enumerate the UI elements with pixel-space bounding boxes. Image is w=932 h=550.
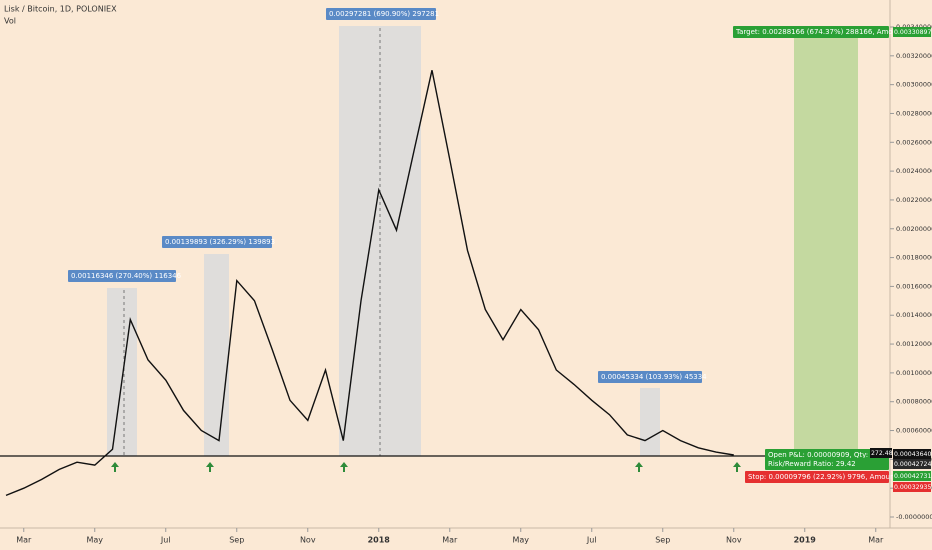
- price-line: [5, 70, 734, 497]
- y-tick-label: 0.00100000: [896, 369, 932, 377]
- annotation-box: [745, 471, 889, 483]
- x-tick-label: May: [86, 536, 103, 545]
- x-tick-label: Mar: [868, 536, 884, 545]
- price-tag: [893, 471, 931, 481]
- x-tick-label: Nov: [300, 536, 316, 545]
- range-box: [204, 254, 229, 456]
- y-tick-label: 0.00080000: [896, 398, 932, 406]
- price-tag-label: 0.00043640: [894, 451, 931, 458]
- annotation-box: [162, 236, 272, 248]
- price-tag-label: 0.00042731: [894, 473, 931, 480]
- x-tick-label: Mar: [16, 536, 32, 545]
- price-tag: [870, 448, 892, 458]
- x-tick-label: Sep: [655, 536, 670, 545]
- x-tick-label: 2018: [368, 536, 391, 545]
- x-tick-label: May: [512, 536, 529, 545]
- arrow: [340, 462, 348, 472]
- target-zone: [794, 38, 858, 456]
- x-tick-label: Nov: [726, 536, 742, 545]
- y-tick-label: 0.00320000: [896, 52, 932, 60]
- x-tick-label: Jul: [160, 536, 171, 545]
- annotation: 0.00045334 (103.93%) 45334: [601, 373, 707, 381]
- price-tag: [893, 482, 931, 492]
- price-tag: [893, 27, 931, 37]
- x-tick-label: Mar: [442, 536, 458, 545]
- x-tick-label: 2019: [794, 536, 817, 545]
- price-tag-label: 0.00032935: [894, 484, 931, 491]
- y-tick-label: 0.00160000: [896, 282, 932, 290]
- arrow: [635, 462, 643, 472]
- annotation: 0.00139893 (326.29%) 139893: [165, 238, 275, 246]
- chart-title: Lisk / Bitcoin, 1D, POLONIEX: [4, 5, 117, 14]
- price-tag-label: 0.00330897: [894, 29, 931, 36]
- annotation: Stop: 0.00009796 (22.92%) 9796, Amount:: [748, 473, 900, 481]
- arrows: [111, 462, 741, 472]
- arrow: [111, 462, 119, 472]
- annotation: 0.00297281 (690.90%) 297281: [329, 10, 439, 18]
- y-tick-label: 0.00060000: [896, 427, 932, 435]
- annotation-box: [326, 8, 436, 20]
- annotation-box: [598, 371, 702, 383]
- price-tag-label: 0.00042724: [894, 461, 931, 468]
- price-tag: [893, 459, 931, 469]
- volume-label: Vol: [4, 17, 16, 26]
- arrow: [206, 462, 214, 472]
- x-tick-label: Sep: [229, 536, 244, 545]
- y-tick-label: 0.00280000: [896, 109, 932, 117]
- y-tick-label: 0.00120000: [896, 340, 932, 348]
- range-box: [640, 388, 660, 456]
- annotation-box: [765, 458, 889, 470]
- annotation-box: [733, 26, 889, 38]
- annotation: Open P&L: 0.00000909, Qty: 25: [768, 451, 879, 459]
- annotation: Target: 0.00288166 (674.37%) 288166, Amo…: [735, 28, 907, 36]
- annotation: Risk/Reward Ratio: 29.42: [768, 460, 856, 468]
- y-tick-label: 0.00300000: [896, 81, 932, 89]
- y-tick-label: 0.00180000: [896, 254, 932, 262]
- y-tick-label: 0.00220000: [896, 196, 932, 204]
- y-tick-label: 0.00260000: [896, 138, 932, 146]
- y-tick-label: 0.00140000: [896, 311, 932, 319]
- range-box: [107, 288, 137, 456]
- y-tick-label: 0.00240000: [896, 167, 932, 175]
- annotation: 0.00116346 (270.40%) 116346: [71, 272, 182, 280]
- annotation-box: [68, 270, 176, 282]
- y-tick-label: 0.00200000: [896, 225, 932, 233]
- arrow: [733, 462, 741, 472]
- price-tag-label: 272.48%: [871, 450, 899, 457]
- x-tick-label: Jul: [586, 536, 597, 545]
- price-tag: [893, 449, 931, 459]
